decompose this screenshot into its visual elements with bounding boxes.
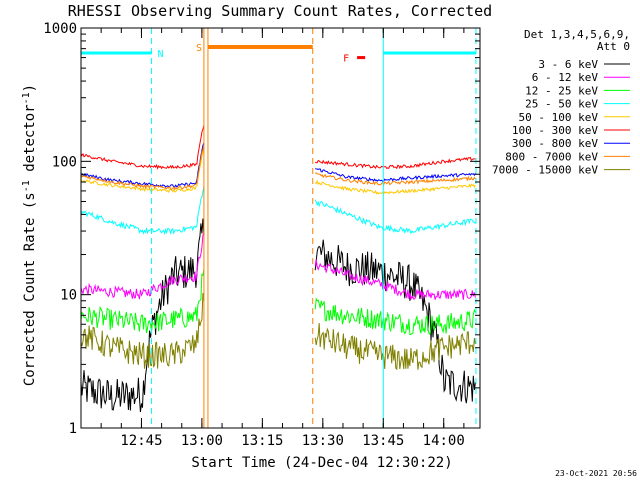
y-tick-label: 10 bbox=[60, 288, 77, 304]
series-line-post bbox=[314, 297, 476, 336]
series-line-post bbox=[314, 259, 476, 300]
y-tick-label: 1 bbox=[69, 421, 77, 437]
legend-label-7: 800 - 7000 keV bbox=[505, 150, 598, 163]
night-label: N bbox=[158, 49, 164, 60]
x-tick-label: 13:45 bbox=[362, 433, 404, 449]
x-tick-label: 14:00 bbox=[423, 433, 465, 449]
series-line-post bbox=[314, 172, 476, 186]
y-axis-label: Corrected Count Rate (s-1 detector-1) bbox=[21, 84, 38, 386]
detector-info: Det 1,3,4,5,6,9, bbox=[524, 28, 630, 41]
x-tick-label: 12:45 bbox=[120, 433, 162, 449]
series-2 bbox=[80, 269, 476, 336]
x-tick-label: 13:15 bbox=[241, 433, 283, 449]
series-line-post bbox=[314, 156, 476, 170]
series-line-pre bbox=[80, 269, 205, 334]
y-tick-label: 100 bbox=[52, 154, 77, 170]
attenuator-info: Att 0 bbox=[597, 40, 630, 53]
x-axis-label: Start Time (24-Dec-04 12:30:22) bbox=[191, 455, 452, 471]
series-layer bbox=[80, 125, 476, 413]
y-axis-label-part1: Corrected Count Rate (s bbox=[22, 192, 38, 386]
series-6 bbox=[80, 142, 476, 188]
series-3 bbox=[80, 186, 476, 236]
y-tick-label: 1000 bbox=[43, 21, 77, 37]
legend-label-3: 25 - 50 keV bbox=[525, 98, 598, 111]
series-line-pre bbox=[80, 232, 205, 300]
chart-title: RHESSI Observing Summary Count Rates, Co… bbox=[68, 2, 492, 20]
series-line-pre bbox=[80, 146, 205, 194]
series-line-post bbox=[314, 199, 476, 235]
series-8 bbox=[80, 293, 476, 371]
series-line-post bbox=[314, 239, 476, 404]
series-5 bbox=[80, 125, 476, 170]
series-line-pre bbox=[80, 293, 205, 369]
series-line-pre bbox=[80, 125, 205, 170]
series-1 bbox=[80, 232, 476, 300]
series-line-pre bbox=[80, 144, 205, 191]
series-line-post bbox=[314, 323, 476, 371]
annotation-layer: N S F bbox=[81, 28, 477, 428]
y-axis-label-part3: ) bbox=[22, 84, 38, 92]
series-line-post bbox=[314, 179, 476, 195]
x-tick-label: 13:00 bbox=[181, 433, 223, 449]
axes-box bbox=[80, 27, 481, 429]
series-4 bbox=[80, 146, 476, 195]
saa-label: S bbox=[196, 43, 202, 54]
y-axis-label-sup1: -1 bbox=[21, 180, 32, 192]
legend-label-2: 12 - 25 keV bbox=[525, 84, 598, 97]
series-line-pre bbox=[80, 142, 205, 188]
legend-label-6: 300 - 800 keV bbox=[512, 137, 598, 150]
series-line-pre bbox=[80, 186, 205, 236]
legend-label-4: 50 - 100 keV bbox=[519, 111, 599, 124]
y-axis-label-sup2: -1 bbox=[21, 92, 32, 104]
axes-layer: 1 10 100 1000 12:45 13:00 13:15 13:30 13:45 14:00 bbox=[43, 21, 481, 449]
legend-label-0: 3 - 6 keV bbox=[538, 58, 598, 71]
legend-label-1: 6 - 12 keV bbox=[532, 71, 599, 84]
flare-label: F bbox=[343, 54, 349, 65]
x-tick-label: 13:30 bbox=[302, 433, 344, 449]
series-7 bbox=[80, 144, 476, 191]
footer-date: 23-Oct-2021 20:56 bbox=[555, 469, 637, 478]
legend-label-8: 7000 - 15000 keV bbox=[492, 164, 598, 177]
series-line-post bbox=[315, 168, 476, 183]
legend-label-5: 100 - 300 keV bbox=[512, 124, 598, 137]
y-axis-label-group: Corrected Count Rate (s-1 detector-1) bbox=[21, 84, 38, 386]
y-axis-label-part2: detector bbox=[22, 104, 38, 180]
